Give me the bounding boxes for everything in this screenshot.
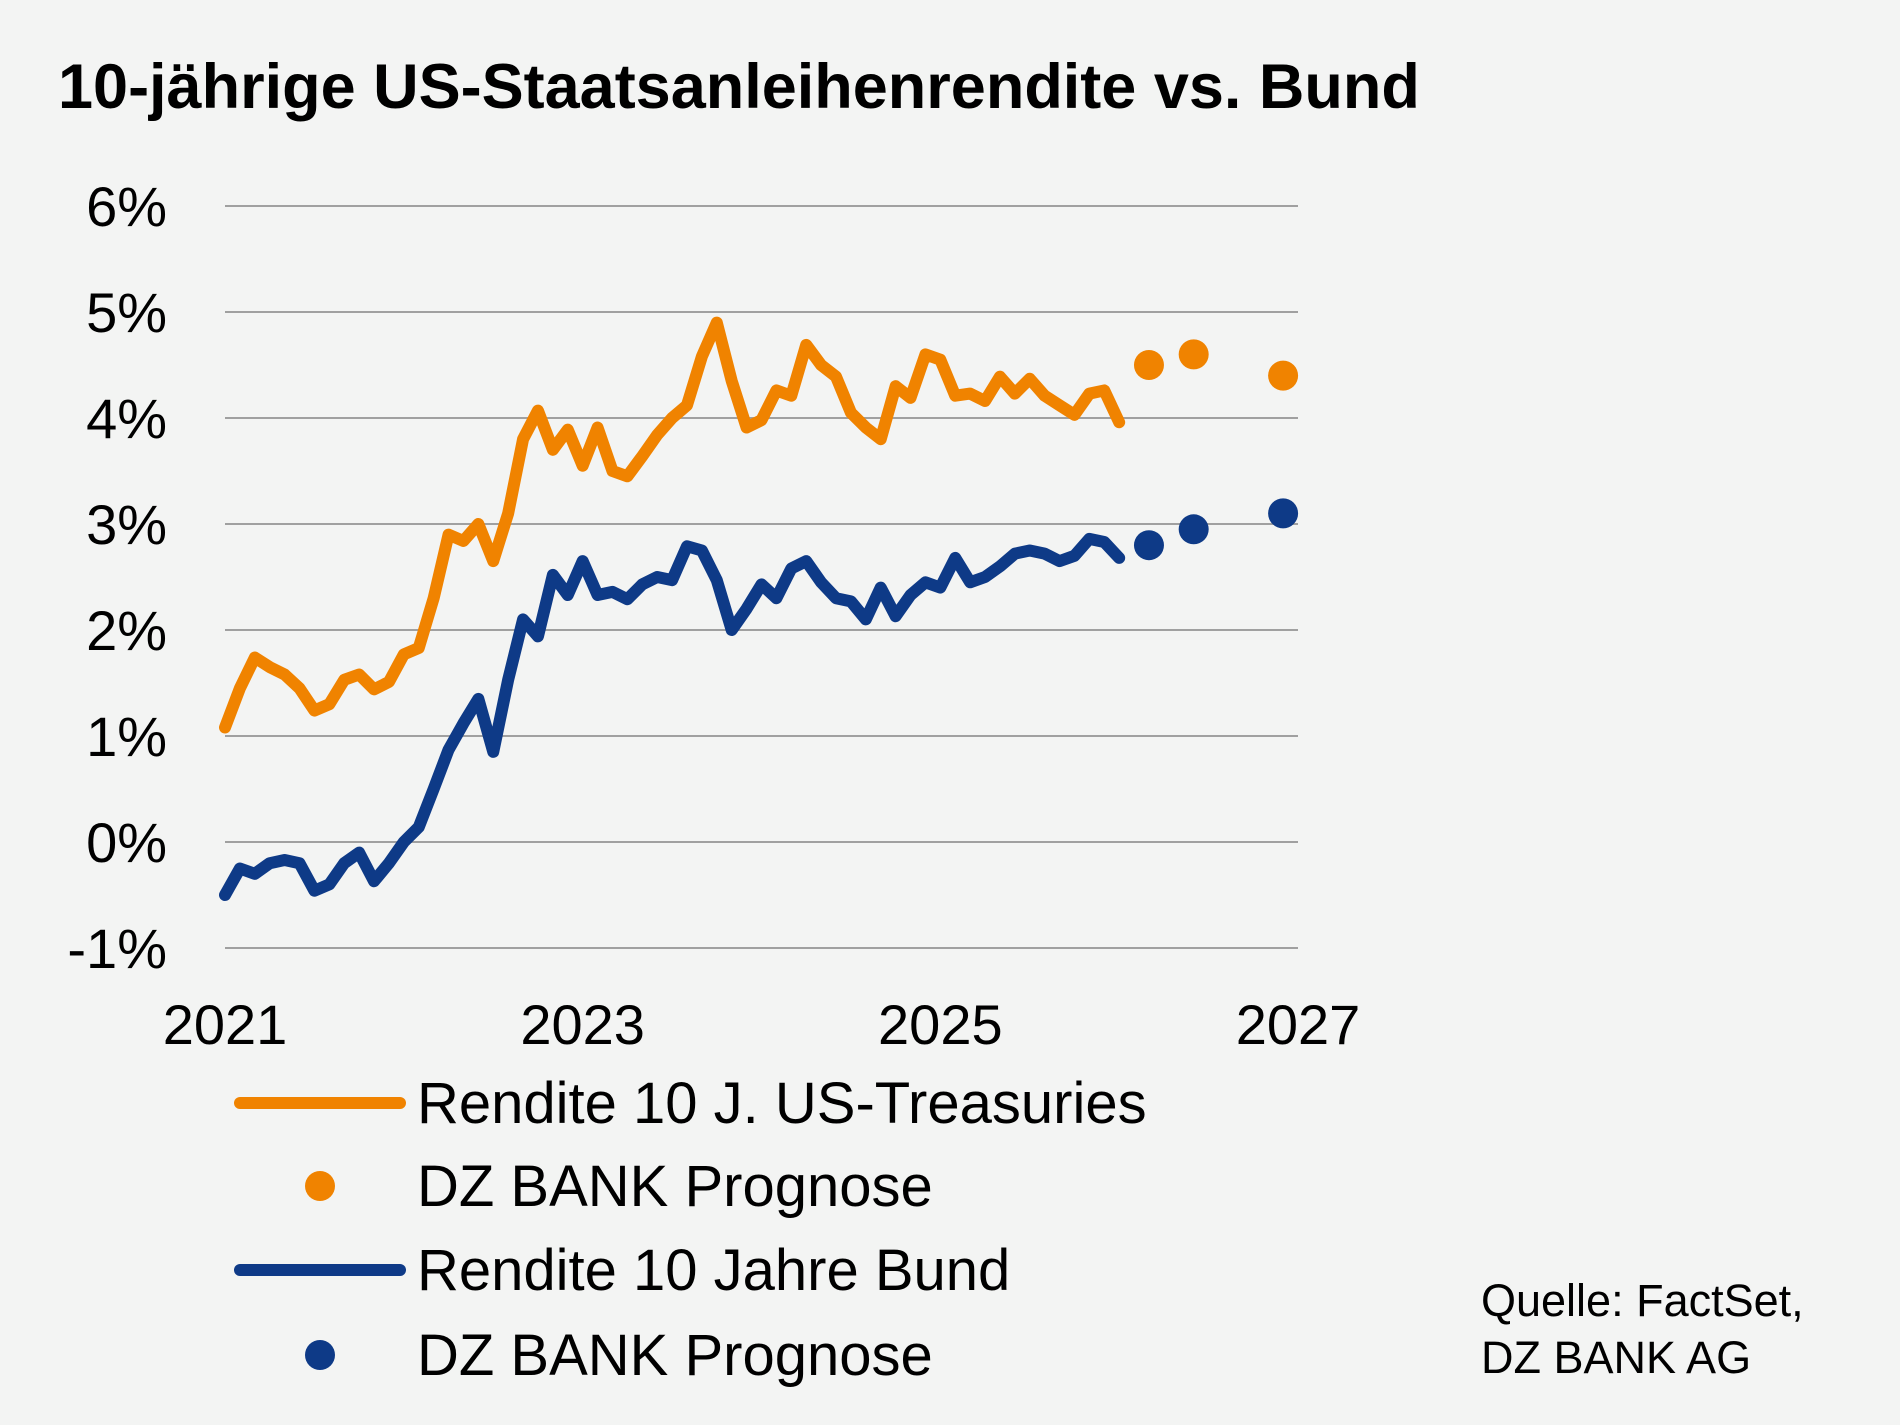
legend: Rendite 10 J. US-Treasuries DZ BANK Progn… xyxy=(234,1071,1147,1388)
forecast-point xyxy=(1133,350,1164,380)
legend-label: Rendite 10 Jahre Bund xyxy=(417,1238,1010,1303)
y-tick-label: 4% xyxy=(86,387,167,450)
legend-label: DZ BANK Prognose xyxy=(417,1154,933,1219)
y-tick-label: 6% xyxy=(86,175,167,238)
gridlines xyxy=(225,205,1298,949)
legend-item: Rendite 10 Jahre Bund xyxy=(234,1238,1010,1303)
legend-item: DZ BANK Prognose xyxy=(305,1323,933,1388)
legend-label: DZ BANK Prognose xyxy=(417,1323,933,1388)
y-tick-label: 1% xyxy=(86,705,167,768)
legend-dot-swatch xyxy=(305,1340,335,1370)
y-tick-label: 0% xyxy=(86,811,167,874)
legend-item: Rendite 10 J. US-Treasuries xyxy=(234,1071,1147,1136)
source-line-1: Quelle: FactSet, xyxy=(1481,1275,1804,1326)
y-tick-label: 2% xyxy=(86,599,167,662)
x-tick-label: 2027 xyxy=(1236,993,1361,1056)
y-axis-ticks: -1% 0% 1% 2% 3% 4% 5% 6% xyxy=(67,175,167,980)
y-tick-label: 3% xyxy=(86,493,167,556)
legend-label: Rendite 10 J. US-Treasuries xyxy=(417,1071,1147,1136)
series-group xyxy=(219,316,1299,901)
forecast-point xyxy=(1178,514,1209,545)
x-tick-label: 2021 xyxy=(163,993,288,1056)
x-axis-ticks: 2021 2023 2025 2027 xyxy=(163,993,1361,1056)
y-tick-label: -1% xyxy=(67,917,167,980)
x-tick-label: 2025 xyxy=(878,993,1003,1056)
series-line-0 xyxy=(219,316,1126,734)
forecast-point xyxy=(1133,530,1164,561)
y-tick-label: 5% xyxy=(86,281,167,344)
forecast-point xyxy=(1268,360,1299,391)
source-line-2: DZ BANK AG xyxy=(1481,1332,1751,1383)
chart-title: 10-jährige US-Staatsanleihenrendite vs. … xyxy=(58,52,1420,122)
legend-item: DZ BANK Prognose xyxy=(305,1154,933,1219)
x-tick-label: 2023 xyxy=(520,993,645,1056)
forecast-point xyxy=(1178,339,1209,370)
forecast-point xyxy=(1268,498,1299,529)
legend-dot-swatch xyxy=(305,1171,335,1201)
